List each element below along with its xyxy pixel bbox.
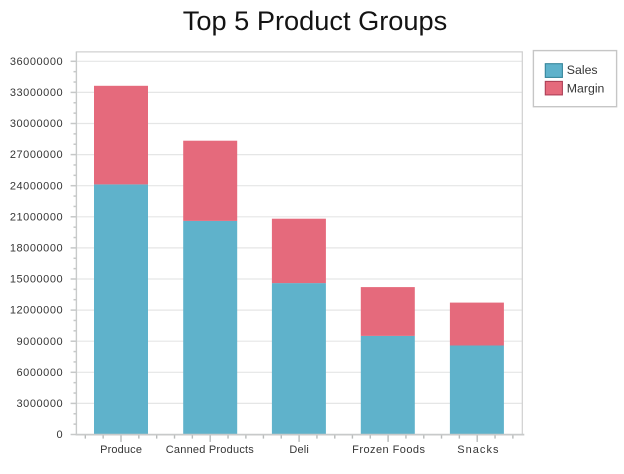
svg-text:18000000: 18000000 xyxy=(10,243,63,255)
svg-text:12000000: 12000000 xyxy=(10,305,63,317)
svg-text:36000000: 36000000 xyxy=(10,56,63,68)
svg-text:24000000: 24000000 xyxy=(10,180,63,192)
svg-text:30000000: 30000000 xyxy=(10,118,63,130)
svg-text:3000000: 3000000 xyxy=(17,398,64,410)
svg-text:27000000: 27000000 xyxy=(10,149,63,161)
svg-text:Canned Products: Canned Products xyxy=(166,444,255,456)
svg-text:Top 5 Product Groups: Top 5 Product Groups xyxy=(183,5,447,36)
svg-text:6000000: 6000000 xyxy=(17,367,64,379)
svg-text:0: 0 xyxy=(57,429,64,441)
svg-text:9000000: 9000000 xyxy=(17,336,64,348)
svg-text:Deli: Deli xyxy=(289,444,309,456)
svg-text:Snacks: Snacks xyxy=(457,444,499,456)
svg-text:33000000: 33000000 xyxy=(10,87,63,99)
svg-text:Margin: Margin xyxy=(567,81,605,95)
svg-text:Produce: Produce xyxy=(100,444,142,456)
svg-text:21000000: 21000000 xyxy=(10,211,63,223)
svg-text:15000000: 15000000 xyxy=(10,274,63,286)
svg-text:Frozen Foods: Frozen Foods xyxy=(352,444,425,456)
svg-text:Sales: Sales xyxy=(567,63,598,77)
